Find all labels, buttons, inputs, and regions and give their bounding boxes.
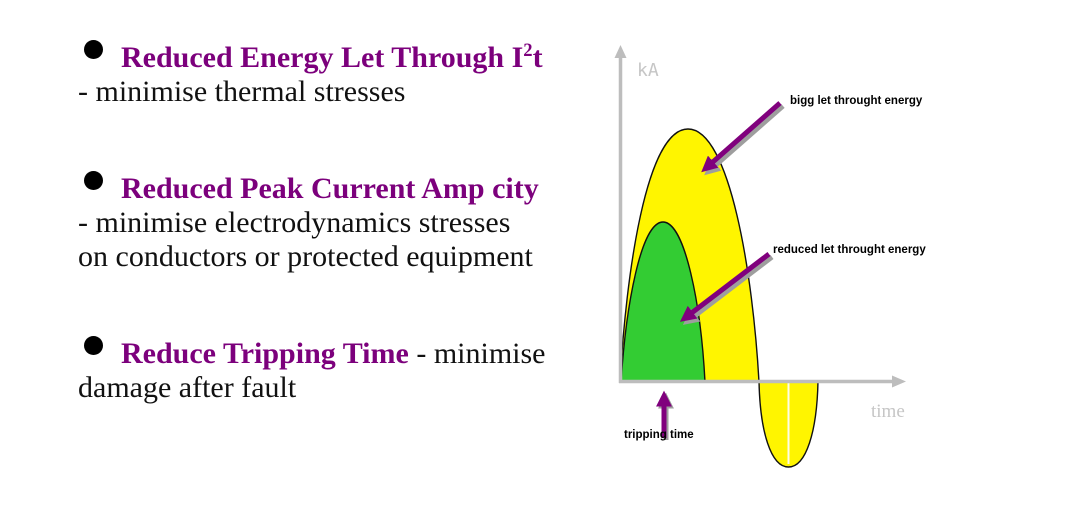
bullet-text-line: damage after fault	[78, 371, 297, 404]
bullet-text-line: on conductors or protected equipment	[78, 240, 533, 273]
chart-canvas: kA time bigg let throught energy reduced…	[614, 45, 926, 468]
bullet-icon	[84, 171, 103, 190]
reduced-energy-annotation: reduced let throught energy	[773, 244, 926, 256]
arrow-shadow	[682, 255, 774, 325]
y-axis-arrowhead-icon	[614, 45, 627, 58]
bullet-item: Reduce Tripping Time - minimise damage a…	[78, 330, 618, 405]
current-limiting-chart: kA time bigg let throught energy reduced…	[600, 30, 1092, 490]
superscript: 2	[523, 40, 533, 61]
bullet-text-inline: - minimise	[408, 337, 546, 370]
big-energy-arrow-icon	[701, 101, 782, 173]
y-axis-label: kA	[637, 60, 659, 81]
big-energy-annotation: bigg let throught energy	[790, 95, 923, 107]
x-axis-arrowhead-icon	[892, 375, 906, 388]
arrow-shadow	[704, 104, 785, 176]
bullet-heading: Reduced Peak Current Amp city	[121, 172, 539, 205]
bullet-icon	[84, 336, 103, 355]
bullet-heading: Reduced Energy Let Through I2t	[121, 40, 543, 74]
tripping-time-annotation: tripping time	[624, 429, 694, 441]
bullet-item: Reduced Energy Let Through I2t - minimis…	[78, 34, 618, 109]
bullet-heading: Reduce Tripping Time	[121, 337, 409, 370]
bullet-icon	[84, 40, 103, 59]
x-axis-label: time	[871, 401, 905, 422]
bullet-text-line: - minimise thermal stresses	[78, 75, 406, 108]
bullet-text-line: - minimise electrodynamics stresses	[78, 206, 511, 239]
bullet-list: Reduced Energy Let Through I2t - minimis…	[78, 34, 618, 461]
reduced-energy-arrow-icon	[679, 252, 771, 322]
bullet-item: Reduced Peak Current Amp city - minimise…	[78, 165, 618, 274]
